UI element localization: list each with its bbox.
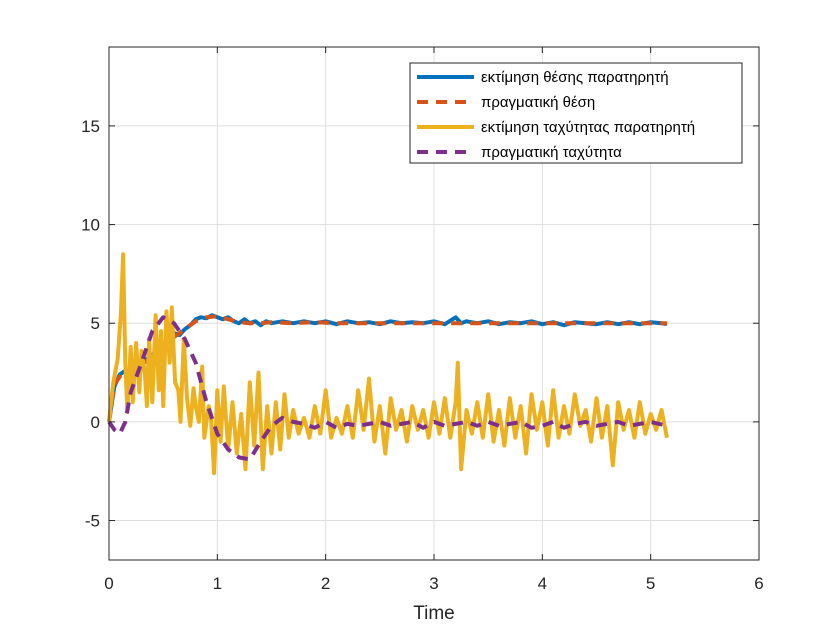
x-tick-label: 6 (754, 574, 763, 593)
series-group (107, 252, 669, 476)
x-tick-label: 1 (213, 574, 222, 593)
legend-label-3: εκτίμηση ταχύτητας παρατηρητή (481, 119, 695, 136)
y-tick-label: -5 (85, 512, 100, 531)
y-tick-label: 0 (91, 413, 100, 432)
x-tick-label: 3 (429, 574, 438, 593)
legend-label-4: πραγματική ταχύτητα (481, 144, 622, 161)
legend-label-1: εκτίμηση θέσης παρατηρητή (481, 69, 669, 86)
legend-box (409, 62, 743, 164)
y-tick-label: 5 (91, 314, 100, 333)
x-axis-title: Time (413, 603, 455, 624)
x-tick-label: 5 (646, 574, 655, 593)
x-tick-label: 4 (538, 574, 547, 593)
x-tick-label: 0 (104, 574, 113, 593)
y-tick-label: 10 (81, 216, 100, 235)
x-tick-label: 2 (321, 574, 330, 593)
legend-label-2: πραγματική θέση (481, 94, 595, 111)
y-tick-label: 15 (81, 117, 100, 136)
tick-labels: 0 1 2 3 4 5 6 -5 0 5 10 15 (81, 117, 764, 593)
legend: εκτίμηση θέσης παρατηρητή πραγματική θέση… (409, 62, 743, 164)
series-line-4 (107, 315, 668, 462)
ticks (108, 47, 760, 560)
